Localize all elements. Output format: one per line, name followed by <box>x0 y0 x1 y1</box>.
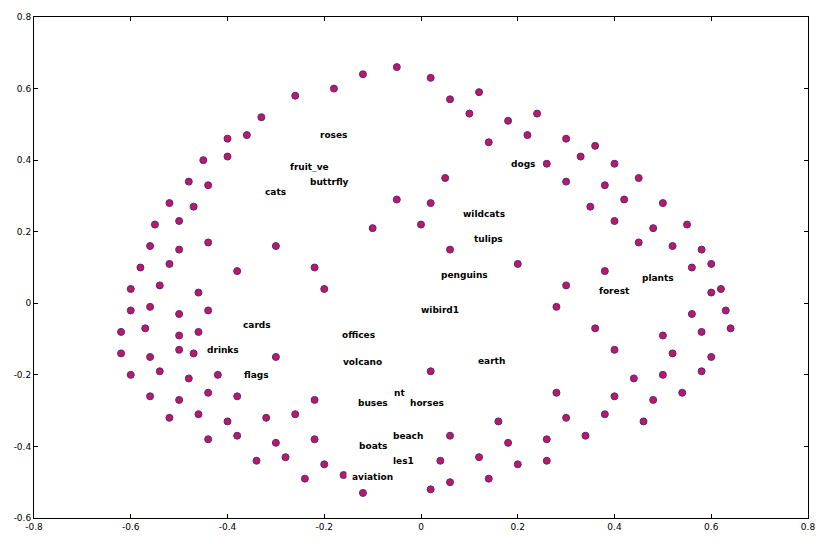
svg-text:forest: forest <box>599 286 630 296</box>
svg-text:plants: plants <box>642 273 674 283</box>
svg-text:buses: buses <box>358 398 388 408</box>
svg-text:-0.2: -0.2 <box>315 522 333 532</box>
svg-text:beach: beach <box>393 431 423 441</box>
svg-text:0.4: 0.4 <box>17 155 32 165</box>
svg-text:horses: horses <box>410 398 444 408</box>
svg-text:0.8: 0.8 <box>17 12 32 22</box>
svg-text:tulips: tulips <box>474 234 503 244</box>
svg-text:cats: cats <box>265 187 286 197</box>
svg-text:-0.6: -0.6 <box>14 513 32 523</box>
svg-text:flags: flags <box>244 370 269 380</box>
svg-text:dogs: dogs <box>511 159 535 169</box>
svg-text:-0.2: -0.2 <box>14 370 32 380</box>
svg-text:aviation: aviation <box>352 472 393 482</box>
svg-text:boats: boats <box>359 441 387 451</box>
svg-text:fruit_ve: fruit_ve <box>290 162 329 172</box>
svg-text:earth: earth <box>478 356 505 366</box>
svg-text:drinks: drinks <box>207 345 239 355</box>
svg-text:0: 0 <box>418 522 424 532</box>
svg-text:0.6: 0.6 <box>17 84 32 94</box>
svg-text:wildcats: wildcats <box>463 209 505 219</box>
svg-text:0.4: 0.4 <box>607 522 622 532</box>
svg-text:0.6: 0.6 <box>704 522 719 532</box>
svg-text:volcano: volcano <box>343 357 382 367</box>
svg-text:nt: nt <box>394 388 405 398</box>
svg-text:wibird1: wibird1 <box>421 305 459 315</box>
svg-text:les1: les1 <box>393 456 414 466</box>
svg-text:-0.4: -0.4 <box>14 442 32 452</box>
svg-text:0.2: 0.2 <box>17 227 31 237</box>
svg-text:-0.4: -0.4 <box>219 522 237 532</box>
svg-text:-0.6: -0.6 <box>122 522 140 532</box>
svg-text:-0.8: -0.8 <box>25 522 43 532</box>
svg-text:buttrfly: buttrfly <box>310 177 349 187</box>
svg-text:0: 0 <box>25 298 31 308</box>
svg-text:offices: offices <box>342 330 375 340</box>
svg-text:0.2: 0.2 <box>511 522 525 532</box>
svg-text:penguins: penguins <box>441 270 488 280</box>
svg-text:roses: roses <box>320 130 347 140</box>
svg-text:0.8: 0.8 <box>801 522 816 532</box>
svg-text:cards: cards <box>243 320 271 330</box>
